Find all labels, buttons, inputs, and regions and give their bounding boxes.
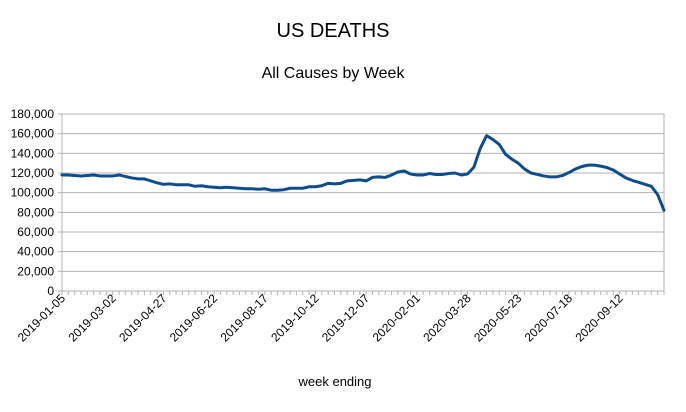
x-tick-label: 2019-01-05 xyxy=(15,291,69,345)
y-tick-label: 40,000 xyxy=(17,245,54,259)
y-tick-label: 20,000 xyxy=(17,264,54,278)
x-axis-tick-labels: 2019-01-052019-03-022019-04-272019-06-22… xyxy=(15,291,626,345)
x-tick-label: 2019-12-07 xyxy=(319,291,373,345)
y-tick-label: 80,000 xyxy=(17,205,54,219)
x-tick-label: 2019-04-27 xyxy=(116,291,170,345)
series-group xyxy=(60,134,666,212)
x-tick-label: 2020-09-12 xyxy=(572,291,626,345)
gridlines xyxy=(58,113,665,295)
y-tick-label: 0 xyxy=(47,284,54,298)
chart-title: US DEATHS xyxy=(277,20,390,42)
x-tick-label: 2020-02-01 xyxy=(370,291,424,345)
y-tick-label: 180,000 xyxy=(11,107,55,121)
y-tick-label: 160,000 xyxy=(11,127,55,141)
y-tick-label: 120,000 xyxy=(11,166,55,180)
plot-area-frame xyxy=(61,113,665,292)
x-tick-label: 2020-05-23 xyxy=(471,291,525,345)
y-tick-label: 100,000 xyxy=(11,186,55,200)
y-tick-label: 140,000 xyxy=(11,146,55,160)
x-tick-label: 2019-10-12 xyxy=(268,291,322,345)
x-tick-label: 2020-03-28 xyxy=(420,291,474,345)
x-axis-label: week ending xyxy=(298,374,372,389)
x-tick-label: 2020-07-18 xyxy=(522,291,576,345)
x-tick-label: 2019-03-02 xyxy=(66,291,120,345)
y-axis-tick-labels: 0 20,000 40,000 60,000 80,000 100,000 120,000 1… xyxy=(11,107,55,298)
x-tick-label: 2019-06-22 xyxy=(167,291,221,345)
x-tick-label: 2019-08-17 xyxy=(218,291,272,345)
chart-subtitle: All Causes by Week xyxy=(262,65,406,82)
y-tick-label: 60,000 xyxy=(17,225,54,239)
series-line-all-causes xyxy=(60,134,666,212)
